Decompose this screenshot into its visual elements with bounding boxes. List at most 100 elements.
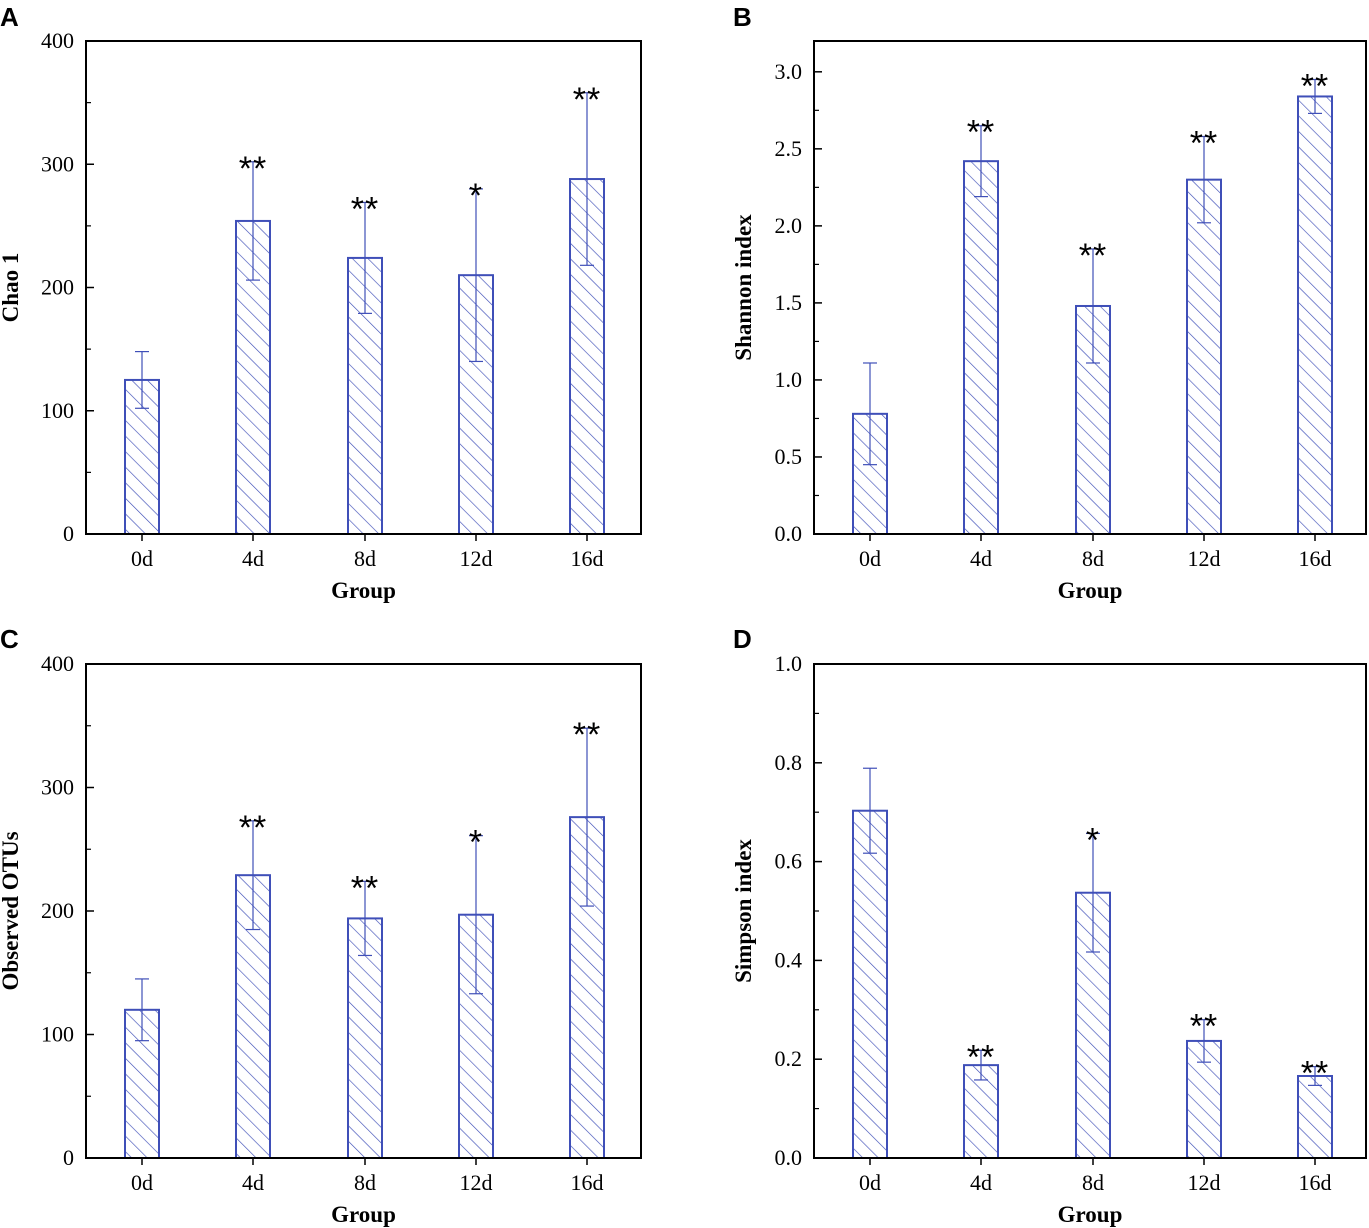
y-tick-label: 0.8	[775, 750, 803, 775]
bar-12d	[1186, 178, 1222, 535]
x-tick-label: 4d	[242, 1170, 264, 1195]
plot-frame	[813, 40, 1367, 535]
bar-16d	[1297, 1074, 1333, 1159]
y-tick-label: 400	[41, 651, 74, 676]
x-tick-label: 16d	[571, 1170, 604, 1195]
x-tick-label: 0d	[859, 546, 881, 571]
y-tick-label: 1.5	[775, 290, 803, 315]
significance-label: **	[1079, 237, 1107, 275]
y-axis-title: Observed OTUs	[0, 831, 23, 990]
significance-label: *	[469, 824, 483, 862]
y-tick-label: 2.0	[775, 213, 803, 238]
y-tick-label: 0.2	[775, 1046, 803, 1071]
bar-4d	[963, 1064, 999, 1160]
error-bar-0d	[135, 350, 149, 409]
error-bar-12d	[1197, 1019, 1211, 1063]
significance-label: **	[239, 809, 267, 847]
error-bar-4d	[246, 161, 260, 281]
y-tick-label: 0.0	[775, 521, 803, 546]
significance-label: **	[967, 114, 995, 152]
significance-label: **	[1190, 1008, 1218, 1046]
error-bar-4d	[974, 125, 988, 198]
y-tick-label: 0.0	[775, 1145, 803, 1170]
y-tick-label: 0.6	[775, 849, 803, 874]
bar-0d	[852, 809, 888, 1160]
y-tick-label: 0	[63, 521, 74, 546]
significance-label: **	[239, 150, 267, 188]
error-bar-16d	[1308, 78, 1322, 115]
x-tick-label: 4d	[970, 1170, 992, 1195]
y-axis-title: Chao 1	[0, 253, 23, 323]
significance-label: **	[967, 1038, 995, 1076]
error-bar-8d	[358, 201, 372, 314]
x-tick-label: 16d	[1299, 1170, 1332, 1195]
y-tick-label: 200	[41, 275, 74, 300]
y-axis-title: Simpson index	[731, 839, 756, 983]
error-bar-8d	[358, 880, 372, 957]
chart-panel-b: B ** ** ** ** 0.0 0.5 1.0 1.5 2.0 2.5 3.0 0d 4d 8d 12d 1…	[731, 2, 1367, 603]
significance-label: **	[351, 190, 379, 228]
significance-label: **	[573, 716, 601, 754]
x-tick-label: 0d	[859, 1170, 881, 1195]
error-bar-12d	[469, 835, 483, 995]
y-tick-label: 100	[41, 398, 74, 423]
x-tick-label: 8d	[1082, 546, 1104, 571]
error-bar-4d	[974, 1049, 988, 1081]
x-tick-label: 12d	[1188, 1170, 1221, 1195]
y-tick-label: 1.0	[775, 651, 803, 676]
error-bar-8d	[1086, 248, 1100, 364]
y-tick-label: 100	[41, 1022, 74, 1047]
y-tick-label: 2.5	[775, 136, 803, 161]
error-bar-16d	[580, 92, 594, 266]
panel-letter: A	[0, 2, 19, 32]
bar-4d	[963, 160, 999, 535]
chart-panel-d: D*******0.00.20.40.60.81.00d 4d 8d 12d 16dGr…	[731, 624, 1367, 1227]
error-bar-8d	[1086, 832, 1100, 953]
y-tick-label: 300	[41, 775, 74, 800]
error-bar-4d	[246, 820, 260, 931]
error-bar-16d	[1308, 1066, 1322, 1086]
x-axis-title: Group	[1058, 578, 1123, 603]
x-tick-label: 0d	[131, 1170, 153, 1195]
error-bar-12d	[469, 188, 483, 363]
x-tick-label: 4d	[242, 546, 264, 571]
x-tick-label: 4d	[970, 546, 992, 571]
x-tick-label: 8d	[1082, 1170, 1104, 1195]
x-tick-label: 12d	[460, 1170, 493, 1195]
significance-label: *	[1086, 821, 1100, 859]
x-tick-label: 16d	[1299, 546, 1332, 571]
significance-label: **	[1190, 125, 1218, 163]
y-tick-label: 0.4	[775, 947, 803, 972]
y-tick-label: 0.5	[775, 444, 803, 469]
error-bar-0d	[863, 362, 877, 466]
significance-label: **	[1301, 68, 1329, 106]
panel-letter: C	[0, 624, 19, 654]
x-tick-label: 8d	[354, 1170, 376, 1195]
x-tick-label: 12d	[460, 546, 493, 571]
x-tick-label: 12d	[1188, 546, 1221, 571]
x-tick-label: 8d	[354, 546, 376, 571]
y-tick-label: 200	[41, 898, 74, 923]
panel-letter: D	[733, 624, 752, 654]
error-bar-12d	[1197, 135, 1211, 224]
bar-16d	[1297, 95, 1333, 536]
x-axis-title: Group	[331, 1202, 396, 1227]
error-bar-0d	[863, 767, 877, 854]
y-tick-label: 1.0	[775, 367, 803, 392]
significance-label: **	[573, 81, 601, 119]
y-tick-label: 400	[41, 28, 74, 53]
panel-letter: B	[733, 2, 752, 32]
significance-label: *	[469, 177, 483, 215]
x-tick-label: 16d	[571, 546, 604, 571]
y-tick-label: 3.0	[775, 59, 803, 84]
x-axis-title: Group	[331, 578, 396, 603]
error-bar-16d	[580, 727, 594, 907]
x-axis-title: Group	[1058, 1202, 1123, 1227]
y-tick-label: 0	[63, 1145, 74, 1170]
error-bar-0d	[135, 978, 149, 1042]
y-tick-label: 300	[41, 151, 74, 176]
x-tick-label: 0d	[131, 546, 153, 571]
